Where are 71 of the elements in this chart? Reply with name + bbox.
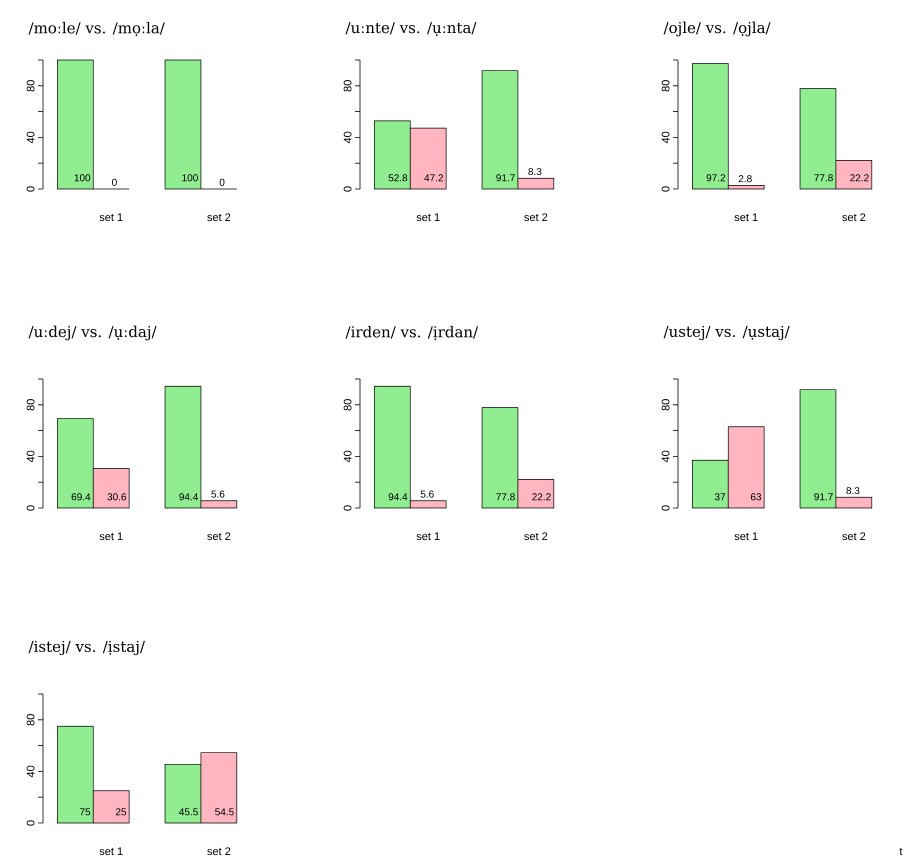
x-tick-label: set 2 [207,532,230,540]
data-label: 22.2 [850,174,869,182]
x-tick-label: set 2 [524,213,548,222]
y-tick-label: 80 [26,399,34,410]
data-label: 25 [116,808,126,816]
y-tick-label: 80 [26,714,34,726]
data-label: 8.3 [528,168,542,176]
data-label: 0 [220,178,224,186]
data-label: 100 [182,174,198,182]
y-tick-label: 0 [26,505,34,511]
x-tick-label: set 1 [100,213,123,222]
data-label: 52.8 [388,174,408,182]
x-tick-label: set 1 [734,532,758,540]
data-label: 30.6 [107,493,126,500]
x-tick-label: set 1 [416,532,440,540]
data-label: 22.2 [532,493,551,500]
y-tick-label: 40 [26,766,34,778]
chart-title: /moːle/ vs. /mọːla/ [28,22,165,36]
y-tick-label: 0 [662,186,670,192]
y-tick-label: 40 [26,450,34,462]
x-tick-label: set 2 [842,213,866,222]
data-label: 77.8 [496,493,515,500]
data-label: 77.8 [814,174,833,182]
x-tick-label: set 1 [734,213,758,222]
y-tick-label: 40 [344,450,352,462]
data-label: 94.4 [388,493,408,500]
data-label: 69.4 [72,493,90,500]
y-tick-label: 40 [344,132,352,144]
data-label: 97.2 [706,174,726,182]
y-tick-label: 0 [26,186,34,192]
data-label: 8.3 [846,487,860,494]
chart-title: /irden/ vs. /ịrdan/ [346,326,478,340]
y-tick-label: 80 [344,399,352,410]
data-label: 2.8 [738,175,752,182]
chart-title: /uːnte/ vs. /ụːnta/ [346,22,476,36]
data-label: 5.6 [420,490,434,498]
y-tick-label: 0 [344,505,352,511]
x-tick-label: set 2 [524,532,548,540]
y-tick-label: 80 [662,399,670,410]
x-tick-label: set 1 [416,213,440,222]
chart-title: /uːdej/ vs. /ụːdaj/ [28,326,157,340]
y-tick-label: 0 [662,505,670,511]
y-tick-label: 0 [26,820,34,826]
data-label: 75 [80,808,90,816]
data-label: 54.5 [215,808,234,816]
data-label: 94.4 [179,493,198,500]
x-tick-label: set 2 [207,847,230,856]
y-tick-label: 40 [662,132,670,144]
data-label: 5.6 [211,490,224,498]
y-tick-label: 80 [662,80,670,92]
data-label: 100 [74,174,90,182]
y-tick-label: 80 [344,80,352,92]
chart-title: /ustej/ vs. /ụstaj/ [664,326,790,340]
y-tick-label: 0 [344,186,352,192]
x-tick-label: set 2 [207,213,230,222]
y-tick-label: 40 [662,450,670,462]
x-tick-label: set 2 [842,532,866,540]
y-tick-label: 40 [26,132,34,144]
chart-title: /istej/ vs. /ịstaj/ [28,640,145,656]
data-label: 45.5 [179,808,198,816]
x-tick-label: set 1 [100,532,123,540]
chart-title: /ojle/ vs. /ọjla/ [664,22,771,36]
data-label: 91.7 [496,174,515,182]
data-label: 91.7 [814,493,833,500]
data-label: 47.2 [424,174,444,182]
text: t [900,848,902,856]
data-label: 37 [714,493,726,500]
data-label: 0 [112,178,117,186]
data-label: 63 [750,493,762,500]
x-tick-label: set 1 [100,847,123,856]
y-tick-label: 80 [26,80,34,92]
